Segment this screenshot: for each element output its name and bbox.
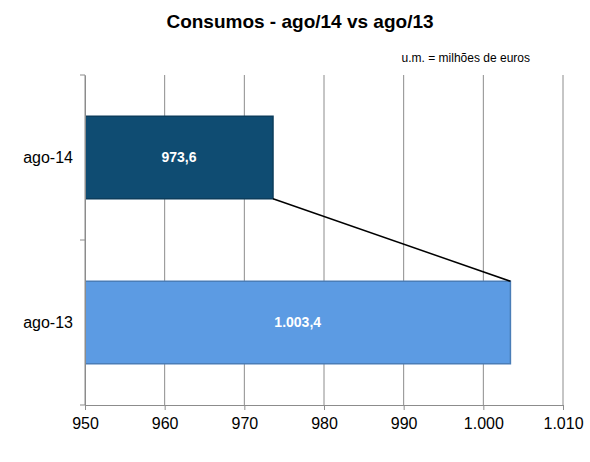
y-boundary-tick [80,75,85,76]
y-tick: ago-13 [23,314,85,331]
y-boundary-tick [80,405,85,406]
x-tick: 960 [152,405,179,432]
x-tick-label: 980 [311,415,338,432]
x-tick-mark [324,405,325,410]
x-tick-mark [563,405,564,410]
y-tick-label: ago-13 [23,314,73,331]
x-tick: 950 [72,405,99,432]
x-tick-label: 1.010 [543,415,583,432]
grid [85,75,563,405]
x-tick-label: 970 [231,415,258,432]
plot: 973,6 1.003,4 950 960 970 980 990 1.000 1.010 ago… [23,75,583,432]
x-tick-label: 960 [152,415,179,432]
x-tick-label: 950 [72,415,99,432]
y-boundaries [80,75,85,405]
x-tick-label: 990 [391,415,418,432]
x-tick: 1.000 [464,405,504,432]
chart: Consumos - ago/14 vs ago/13 u.m. = milhõe… [0,0,590,462]
x-tick: 1.010 [543,405,583,432]
x-tick-label: 1.000 [464,415,504,432]
x-tick-mark [244,405,245,410]
y-axis-line [85,76,86,406]
y-axis: ago-14 ago-13 [23,75,85,406]
x-axis: 950 960 970 980 990 1.000 1.010 [72,405,583,432]
data-labels: 973,6 1.003,4 [161,149,321,330]
x-tick: 980 [311,405,338,432]
x-tick-mark [165,405,166,410]
title: Consumos - ago/14 vs ago/13 [166,11,433,32]
x-tick: 990 [391,405,418,432]
y-tick: ago-14 [23,149,85,166]
x-tick-mark [404,405,405,410]
subtitle: u.m. = milhões de euros [402,51,530,65]
x-tick-mark [483,405,484,410]
x-tick-mark [85,405,86,410]
data-label: 1.003,4 [274,314,321,330]
data-label: 973,6 [161,149,196,165]
connector [273,199,510,282]
bars [85,116,510,364]
bar [85,116,273,199]
x-axis-line [86,406,564,411]
y-boundary-tick [80,240,85,241]
x-tick: 970 [231,405,258,432]
y-tick-label: ago-14 [23,149,73,166]
bar [85,281,510,364]
grid-line [563,75,564,405]
